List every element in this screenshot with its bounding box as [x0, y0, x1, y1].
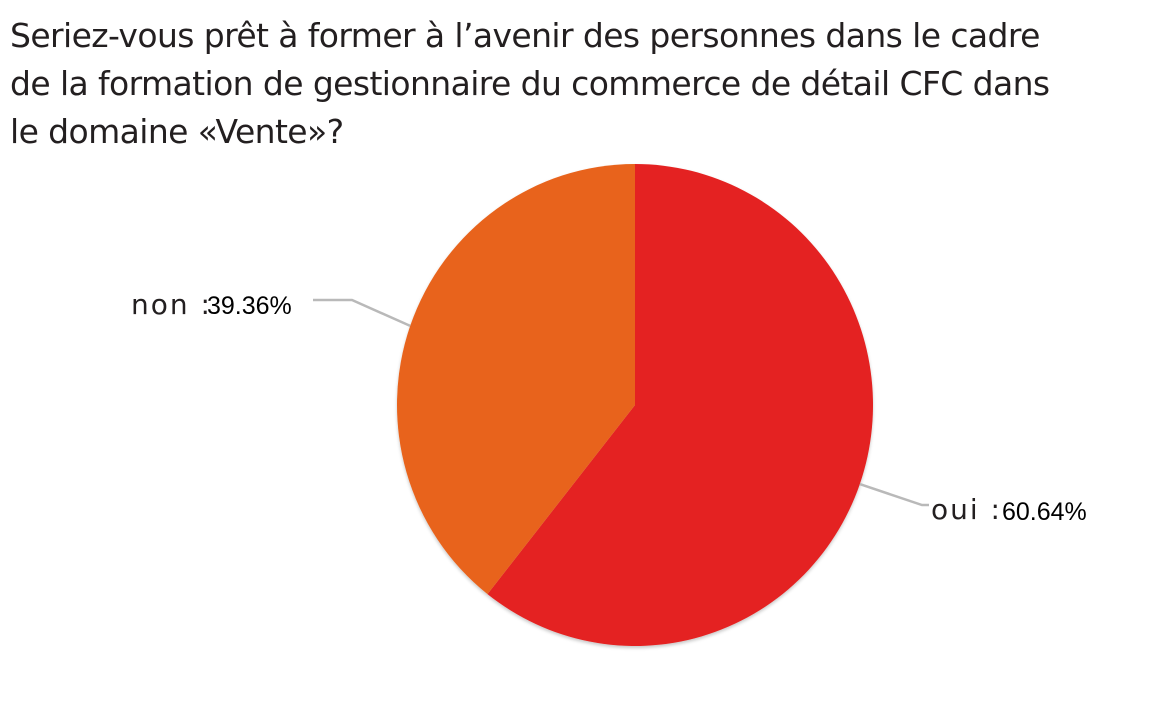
- slice-label-value-oui: 60.64%: [1002, 498, 1087, 526]
- chart-title-line-1: Seriez-vous prêt à former à l’avenir des…: [10, 16, 1040, 55]
- pie-slices: [397, 163, 874, 646]
- slice-label-name-non: non :: [131, 288, 212, 321]
- chart-title-line-2: de la formation de gestionnaire du comme…: [10, 64, 1050, 103]
- chart-title-line-3: le domaine «Vente»?: [10, 112, 344, 151]
- pie-slice-oui: [487, 164, 874, 646]
- leader-line-oui: [859, 482, 929, 507]
- slice-label-oui: oui : 60.64%: [931, 493, 1087, 526]
- chart-title: Seriez-vous prêt à former à l’avenir des…: [10, 12, 1110, 156]
- pie-slice-non: [397, 163, 635, 595]
- slice-label-non: non : 39.36%: [131, 288, 292, 321]
- slice-label-value-non: 39.36%: [207, 292, 292, 320]
- leader-line-non: [313, 298, 411, 328]
- slice-label-name-oui: oui :: [931, 493, 1002, 526]
